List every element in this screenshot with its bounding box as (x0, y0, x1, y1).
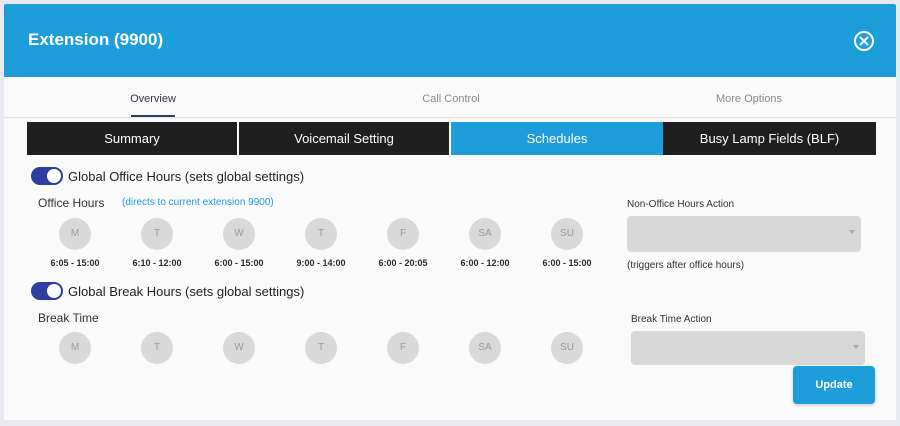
tab-more-options[interactable]: More Options (715, 93, 783, 105)
schedule-subtabs: Summary Voicemail Setting Schedules Busy… (27, 122, 876, 155)
extension-modal: Extension (9900) Overview Call Control M… (4, 4, 896, 420)
main-tabs: Overview Call Control More Options (4, 77, 896, 118)
office-time-thu: 9:00 - 14:00 (296, 258, 346, 268)
tab-call-control[interactable]: Call Control (422, 93, 480, 105)
tab-overview[interactable]: Overview (130, 93, 176, 105)
break-day-wed[interactable]: W (223, 332, 255, 364)
break-day-sun[interactable]: SU (551, 332, 583, 364)
modal-header: Extension (9900) (4, 4, 896, 77)
break-action-select[interactable] (631, 331, 865, 365)
office-day-fri[interactable]: F (387, 218, 419, 250)
non-office-action-label: Non-Office Hours Action (627, 199, 735, 210)
active-tab-indicator (131, 115, 175, 117)
office-time-tue: 6:10 - 12:00 (132, 258, 182, 268)
office-day-tue[interactable]: T (141, 218, 173, 250)
subtab-summary[interactable]: Summary (27, 122, 237, 155)
subtab-voicemail-setting[interactable]: Voicemail Setting (239, 122, 449, 155)
chevron-down-icon (853, 345, 859, 349)
office-days: M T W T F SA SU (4, 218, 624, 258)
close-icon[interactable] (853, 30, 875, 52)
break-day-mon[interactable]: M (59, 332, 91, 364)
modal-title: Extension (9900) (28, 30, 164, 49)
break-time-label: Break Time (38, 311, 99, 325)
break-days: M T W T F SA SU (4, 332, 624, 372)
office-time-wed: 6:00 - 15:00 (214, 258, 264, 268)
update-button[interactable]: Update (793, 366, 875, 404)
break-day-tue[interactable]: T (141, 332, 173, 364)
global-office-hours-toggle[interactable] (31, 167, 63, 185)
office-day-wed[interactable]: W (223, 218, 255, 250)
break-day-sat[interactable]: SA (469, 332, 501, 364)
office-time-sat: 6:00 - 12:00 (460, 258, 510, 268)
office-hours-hint: (directs to current extension 9900) (122, 197, 274, 208)
subtab-blf[interactable]: Busy Lamp Fields (BLF) (663, 122, 876, 155)
non-office-action-select[interactable] (627, 216, 861, 252)
office-hours-label: Office Hours (38, 196, 105, 210)
office-day-thu[interactable]: T (305, 218, 337, 250)
global-office-hours-label: Global Office Hours (sets global setting… (68, 169, 305, 184)
office-time-mon: 6:05 - 15:00 (50, 258, 100, 268)
global-break-hours-toggle[interactable] (31, 282, 63, 300)
non-office-action-note: (triggers after office hours) (627, 260, 745, 271)
chevron-down-icon (849, 230, 855, 234)
office-day-sat[interactable]: SA (469, 218, 501, 250)
office-day-mon[interactable]: M (59, 218, 91, 250)
office-time-fri: 6:00 - 20:05 (378, 258, 428, 268)
break-day-thu[interactable]: T (305, 332, 337, 364)
toggle-knob (47, 169, 61, 183)
subtab-schedules[interactable]: Schedules (451, 122, 663, 155)
office-time-sun: 6:00 - 15:00 (542, 258, 592, 268)
break-action-label: Break Time Action (631, 314, 712, 325)
global-break-hours-label: Global Break Hours (sets global settings… (68, 284, 305, 299)
office-day-sun[interactable]: SU (551, 218, 583, 250)
break-day-fri[interactable]: F (387, 332, 419, 364)
toggle-knob (47, 284, 61, 298)
